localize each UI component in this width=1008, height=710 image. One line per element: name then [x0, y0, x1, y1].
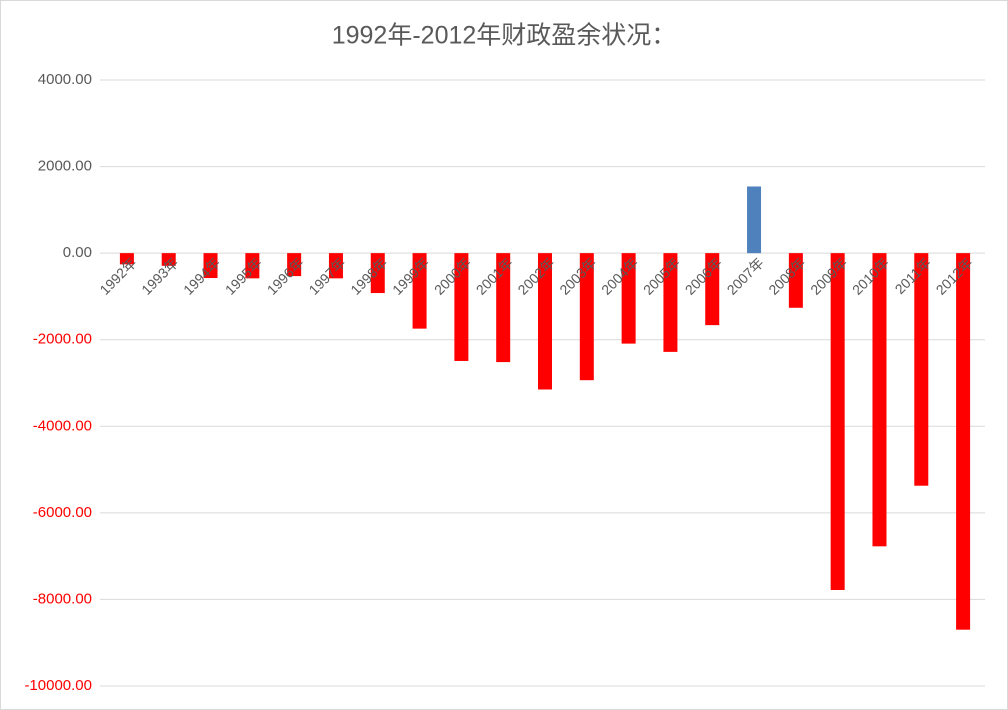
bar — [872, 253, 887, 547]
bar — [956, 253, 971, 630]
y-tick-label: -2000.00 — [33, 331, 92, 348]
bar — [161, 253, 176, 266]
bar — [245, 253, 260, 279]
bar — [538, 253, 552, 390]
bar — [328, 253, 343, 279]
bar — [496, 253, 511, 363]
bar — [370, 253, 385, 294]
chart-title: 1992年-2012年财政盈余状况： — [332, 22, 677, 50]
y-tick-label: -10000.00 — [24, 677, 92, 694]
y-tick-label: 0.00 — [63, 244, 92, 261]
bar — [412, 253, 427, 329]
y-tick-label: -6000.00 — [33, 504, 92, 521]
bar — [579, 253, 594, 381]
bar — [119, 253, 134, 265]
y-tick-label: -8000.00 — [33, 590, 92, 607]
y-tick-label: -4000.00 — [33, 417, 92, 434]
bar — [454, 253, 469, 361]
bar — [747, 186, 762, 254]
bar — [621, 253, 636, 344]
bar — [203, 253, 218, 279]
bar — [705, 253, 720, 326]
bar — [914, 253, 929, 486]
bar — [830, 253, 845, 590]
bar — [287, 253, 302, 277]
y-tick-label: 4000.00 — [38, 71, 92, 88]
bar — [663, 253, 678, 352]
bar — [788, 253, 803, 308]
y-tick-label: 2000.00 — [38, 158, 92, 175]
